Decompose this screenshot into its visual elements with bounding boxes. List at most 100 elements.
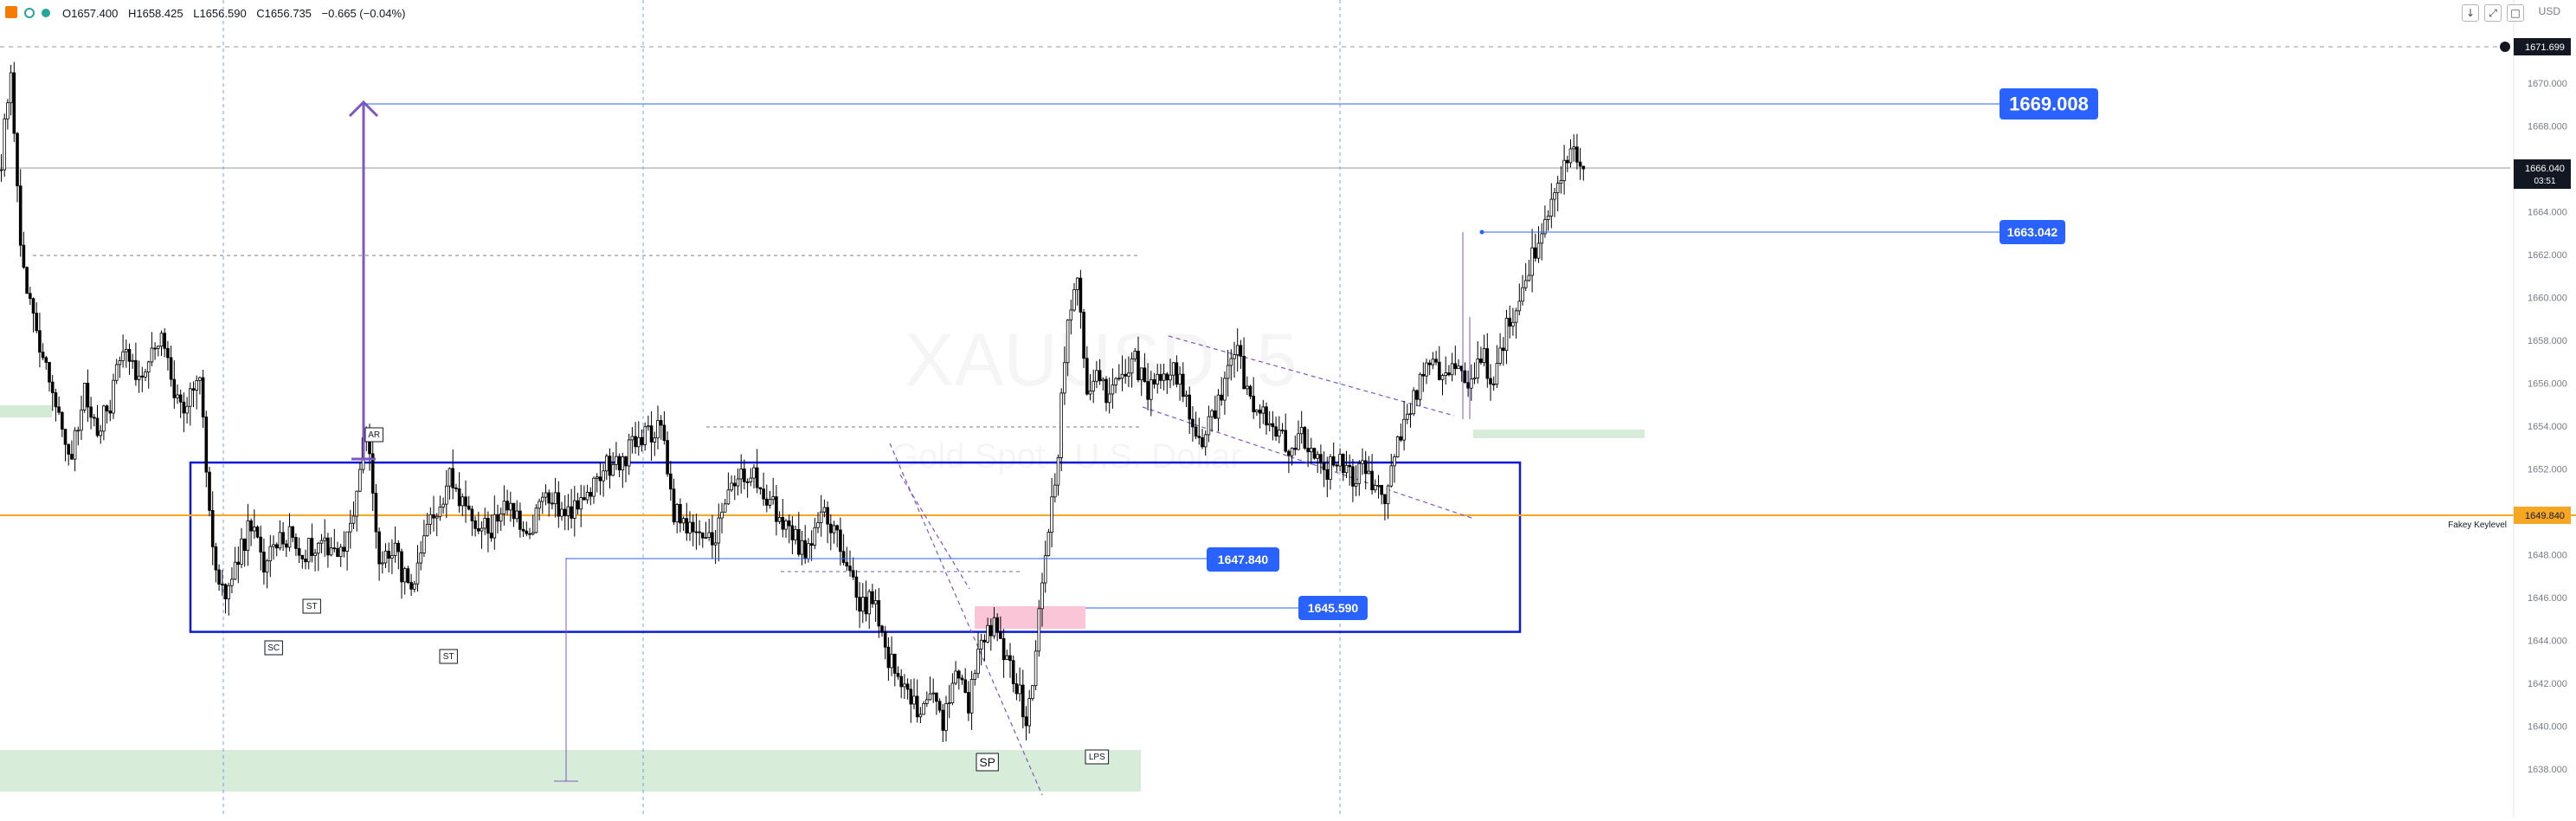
- candle-body: [1130, 358, 1134, 374]
- candle-body: [144, 372, 147, 378]
- candle-body: [1214, 410, 1217, 419]
- label-1645-pill[interactable]: [1298, 596, 1368, 620]
- candle-body: [1376, 484, 1381, 487]
- candle-body: [1037, 608, 1041, 652]
- candle-body: [518, 510, 522, 530]
- label-1663-pill[interactable]: [2000, 220, 2065, 244]
- candle-body: [1476, 358, 1480, 378]
- candle-body: [31, 298, 35, 314]
- candle-body: [688, 521, 692, 533]
- candle-body: [512, 502, 516, 520]
- candle-body: [775, 496, 778, 522]
- candle-body: [848, 566, 852, 572]
- label-1647-pill[interactable]: [1207, 547, 1279, 572]
- candle-body: [112, 379, 115, 414]
- level-1663-anchor: [1479, 229, 1484, 235]
- candle-body: [502, 501, 506, 514]
- candle-body: [1383, 494, 1387, 505]
- candle-body: [698, 531, 701, 533]
- candle-body: [1027, 698, 1032, 727]
- label-1645: 1645.590: [1308, 601, 1359, 615]
- candle-body: [681, 518, 686, 524]
- candle-body: [1457, 365, 1460, 370]
- candle-body: [711, 532, 714, 546]
- label-1669-pill[interactable]: [2000, 88, 2098, 120]
- candle-body: [1575, 146, 1579, 163]
- candle-body: [1092, 380, 1096, 391]
- candle-body: [1482, 348, 1486, 364]
- collapse-down-icon[interactable]: ↓: [2462, 4, 2479, 22]
- candle-body: [1046, 532, 1051, 557]
- candle-body: [1008, 655, 1012, 662]
- candle-body: [351, 515, 356, 524]
- candle-body: [1559, 180, 1563, 184]
- price-axis-tick: 1658.000: [2528, 336, 2567, 346]
- current-price-badge: 1666.040: [2525, 164, 2565, 174]
- candle-body: [963, 679, 968, 693]
- price-axis-tick: 1656.000: [2528, 379, 2567, 390]
- candle-body: [127, 349, 132, 362]
- symbol-logo-icon[interactable]: [5, 6, 17, 18]
- candle-body: [89, 406, 93, 418]
- settings-icon[interactable]: □: [2507, 4, 2524, 22]
- currency-label[interactable]: USD: [2538, 5, 2560, 17]
- candle-body: [1165, 373, 1169, 381]
- candle-body: [345, 531, 349, 552]
- candle-body: [643, 426, 647, 445]
- candle-body: [178, 394, 183, 403]
- candle-body: [1274, 426, 1278, 437]
- candle-body: [16, 133, 19, 187]
- candle-body: [598, 476, 602, 482]
- candle-body: [576, 500, 580, 510]
- candle-body: [188, 388, 192, 407]
- candle-body: [415, 562, 420, 585]
- wyckoff-label-st-1: ST: [306, 602, 318, 611]
- candle-body: [1258, 410, 1262, 414]
- candle-body: [1178, 373, 1182, 385]
- candle-body: [611, 463, 615, 476]
- fullscreen-icon[interactable]: ⤢: [2484, 4, 2502, 22]
- candle-body: [713, 542, 718, 546]
- candle-body: [1088, 390, 1092, 395]
- candle-body: [1229, 358, 1233, 366]
- candle-body: [1239, 345, 1243, 357]
- candle-body: [777, 517, 782, 522]
- candle-body: [406, 568, 410, 584]
- candle-body: [1197, 436, 1201, 438]
- candle-body: [918, 714, 923, 718]
- candle-body: [871, 591, 874, 604]
- ohlc-open: O1657.400: [62, 6, 119, 20]
- candle-body: [496, 514, 499, 522]
- candle-body: [1175, 362, 1179, 385]
- candle-body: [822, 507, 827, 513]
- candle-body: [441, 503, 445, 507]
- candle-body: [960, 677, 964, 681]
- accumulation-range-box[interactable]: [189, 461, 1522, 633]
- candle-body: [1082, 312, 1085, 359]
- candle-body: [809, 543, 814, 546]
- candle-body: [67, 443, 71, 455]
- candle-body: [1050, 496, 1053, 533]
- candle-body: [640, 436, 644, 445]
- candle-body: [105, 405, 109, 411]
- candle-body: [1543, 219, 1547, 235]
- candle-body: [1303, 427, 1307, 449]
- demand-zone-left: [0, 405, 52, 417]
- candle-body: [1514, 310, 1518, 323]
- candle-body: [445, 485, 448, 505]
- candle-body: [1325, 469, 1330, 481]
- candle-body: [1159, 373, 1162, 381]
- candle-body: [602, 470, 605, 482]
- alert-clock-icon[interactable]: [2500, 42, 2510, 52]
- candle-body: [82, 383, 87, 410]
- candle-body: [29, 293, 32, 300]
- candle-body: [592, 477, 596, 497]
- candle-body: [428, 514, 433, 525]
- candle-body: [80, 409, 83, 431]
- candle-body: [967, 692, 970, 714]
- candle-body: [973, 673, 977, 680]
- candle-body: [615, 456, 618, 465]
- candle-body: [451, 468, 454, 488]
